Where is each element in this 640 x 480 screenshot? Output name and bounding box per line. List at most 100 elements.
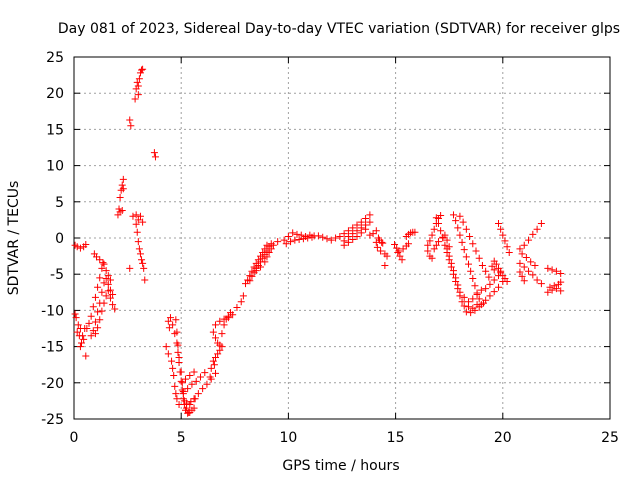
data-point bbox=[441, 241, 449, 249]
data-point bbox=[96, 274, 104, 282]
data-point bbox=[171, 382, 179, 390]
data-point bbox=[518, 250, 526, 258]
x-tick-label: 20 bbox=[494, 430, 512, 446]
series-g-rise-3 bbox=[252, 241, 277, 275]
data-point bbox=[102, 267, 110, 275]
data-point bbox=[118, 181, 126, 189]
data-point bbox=[199, 385, 207, 393]
data-point bbox=[177, 377, 185, 385]
data-point bbox=[169, 364, 177, 372]
data-point bbox=[349, 235, 357, 243]
data-point bbox=[495, 283, 503, 291]
data-point bbox=[552, 285, 560, 293]
data-point bbox=[140, 264, 148, 272]
data-point bbox=[353, 233, 361, 241]
data-point bbox=[544, 288, 552, 296]
data-point bbox=[486, 280, 494, 288]
data-point bbox=[340, 241, 348, 249]
series-f-mid-rise-b bbox=[212, 292, 247, 329]
data-point bbox=[94, 308, 102, 316]
data-point bbox=[207, 364, 215, 372]
data-point bbox=[94, 324, 102, 332]
data-point bbox=[91, 293, 99, 301]
axis-ticks: 0 5 10 15 20 25 -25 -20 -15 -10 -5 0 5 10 15 20 25 bbox=[41, 50, 619, 446]
data-point bbox=[495, 264, 503, 272]
data-point bbox=[391, 241, 399, 249]
data-point bbox=[109, 290, 117, 298]
y-tick-label: 25 bbox=[46, 50, 64, 66]
series-b-rise-2 bbox=[87, 275, 117, 340]
data-point bbox=[150, 149, 158, 157]
data-point bbox=[75, 332, 83, 340]
data-point bbox=[456, 288, 464, 296]
data-point bbox=[449, 267, 457, 275]
data-point bbox=[332, 234, 340, 242]
data-point bbox=[136, 69, 144, 77]
series-h-plateau-2 bbox=[282, 233, 316, 248]
data-point bbox=[293, 230, 301, 238]
data-point bbox=[428, 231, 436, 239]
data-point bbox=[96, 316, 104, 324]
data-point bbox=[237, 298, 245, 306]
data-point bbox=[475, 295, 483, 303]
series-p-21c bbox=[516, 268, 528, 285]
series-n-descent-d bbox=[443, 245, 472, 306]
series-d-recovery-1 bbox=[179, 369, 209, 395]
data-point bbox=[482, 267, 490, 275]
data-point bbox=[106, 294, 114, 302]
data-point bbox=[327, 236, 335, 244]
series-d-descent-3 bbox=[172, 316, 193, 416]
data-point bbox=[381, 262, 389, 270]
data-point bbox=[377, 247, 385, 255]
data-point bbox=[308, 233, 316, 241]
data-point bbox=[467, 309, 475, 317]
data-point bbox=[85, 319, 93, 327]
data-point bbox=[174, 348, 182, 356]
x-axis-label: GPS time / hours bbox=[282, 458, 399, 474]
series-k-15b bbox=[391, 241, 406, 264]
data-point bbox=[533, 276, 541, 284]
chart-title: Day 081 of 2023, Sidereal Day-to-day VTE… bbox=[58, 21, 620, 37]
data-point bbox=[340, 230, 348, 238]
data-point bbox=[516, 268, 524, 276]
data-point bbox=[186, 401, 194, 409]
data-point bbox=[119, 175, 127, 183]
data-point bbox=[379, 239, 387, 247]
data-point bbox=[518, 272, 526, 280]
data-point bbox=[175, 353, 183, 361]
data-point bbox=[162, 343, 170, 351]
data-point bbox=[93, 253, 101, 261]
data-point bbox=[102, 292, 110, 300]
data-point bbox=[557, 287, 565, 295]
data-point bbox=[71, 310, 79, 318]
data-point bbox=[452, 274, 460, 282]
data-point bbox=[138, 256, 146, 264]
data-point bbox=[366, 218, 374, 226]
data-point bbox=[454, 224, 462, 232]
data-point bbox=[458, 298, 466, 306]
data-point bbox=[280, 236, 288, 244]
data-point bbox=[323, 235, 331, 243]
x-tick-label: 0 bbox=[70, 430, 79, 446]
data-point bbox=[516, 259, 524, 267]
data-point bbox=[196, 373, 204, 381]
data-point bbox=[190, 404, 198, 412]
data-point bbox=[233, 304, 241, 312]
series-b-start-top bbox=[90, 250, 107, 267]
data-point bbox=[91, 318, 99, 326]
data-point bbox=[134, 91, 142, 99]
series-l-16 bbox=[402, 228, 419, 241]
data-point bbox=[134, 238, 142, 246]
series-c-high-isolated bbox=[150, 149, 159, 161]
data-point bbox=[173, 395, 181, 403]
y-tick-label: 0 bbox=[55, 231, 64, 247]
data-point bbox=[299, 235, 307, 243]
data-point bbox=[132, 211, 140, 219]
data-point bbox=[467, 267, 475, 275]
series-n-bottom-rise-b bbox=[482, 267, 505, 293]
data-point bbox=[291, 236, 299, 244]
data-point bbox=[72, 314, 80, 322]
data-points bbox=[71, 65, 565, 417]
data-point bbox=[186, 372, 194, 380]
data-point bbox=[118, 206, 126, 214]
